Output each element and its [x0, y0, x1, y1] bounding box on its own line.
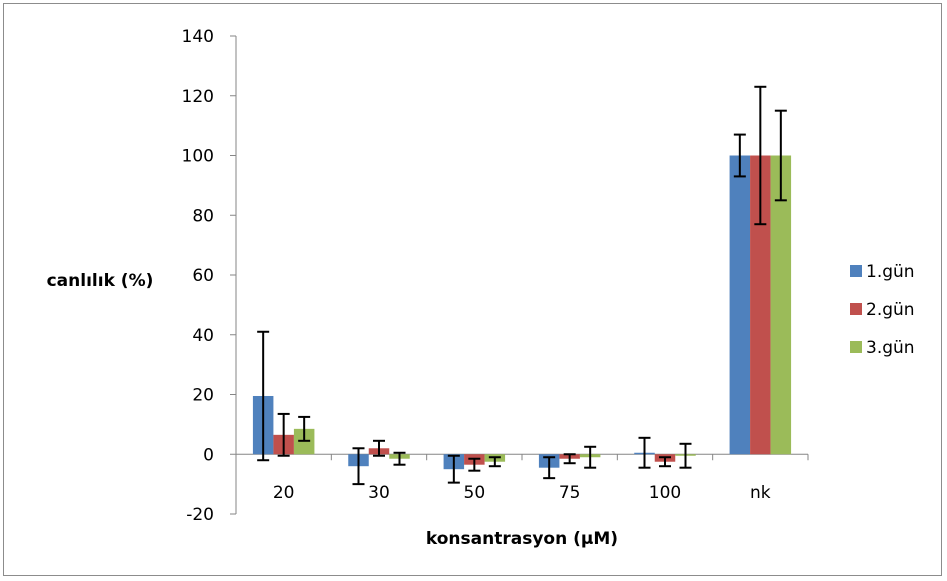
legend-swatch — [850, 303, 862, 315]
x-tick-label: 50 — [464, 483, 486, 503]
error-bar — [468, 457, 481, 472]
x-tick-label: 75 — [559, 483, 581, 503]
error-bars — [257, 85, 787, 486]
legend-label: 3.gün — [866, 338, 915, 358]
error-bar — [638, 436, 651, 469]
error-bar — [679, 442, 692, 469]
y-tick-label: 60 — [192, 266, 214, 286]
error-bar — [257, 330, 270, 462]
x-tick-label: 30 — [368, 483, 390, 503]
bar — [729, 155, 751, 455]
bar — [750, 155, 771, 455]
error-bar — [584, 445, 597, 469]
error-bar — [373, 439, 385, 457]
error-bar — [774, 109, 787, 202]
legend-label: 2.gün — [866, 300, 915, 320]
legend-swatch — [850, 341, 862, 353]
legend-swatch — [850, 265, 862, 277]
x-axis: 20 30 50 75 100 nk — [235, 453, 809, 503]
error-bar — [733, 133, 746, 178]
y-axis: -20 0 20 40 60 80 100 120 140 — [182, 27, 237, 525]
x-tick-label: nk — [750, 483, 771, 503]
y-tick-label: 20 — [192, 386, 214, 406]
error-bar — [277, 412, 290, 457]
x-tick-label: 20 — [273, 483, 295, 503]
bars — [252, 155, 792, 470]
error-bar — [447, 454, 460, 484]
y-tick-label: 0 — [203, 445, 214, 465]
error-bar — [659, 456, 671, 468]
legend-item: 3.gün — [850, 338, 915, 358]
x-tick-label: 100 — [649, 483, 681, 503]
legend-item: 2.gün — [850, 300, 915, 320]
error-bar — [754, 85, 767, 226]
y-tick-label: 100 — [182, 147, 214, 167]
error-bar — [393, 451, 406, 466]
legend-item: 1.gün — [850, 262, 915, 282]
error-bar — [563, 453, 576, 465]
y-tick-label: 140 — [182, 27, 214, 47]
x-axis-title: konsantrasyon (µM) — [426, 529, 618, 549]
legend: 1.gün 2.gün 3.gün — [850, 262, 915, 358]
y-tick-label: 40 — [192, 326, 214, 346]
error-bar — [298, 415, 311, 442]
y-tick-label: 120 — [182, 87, 214, 107]
error-bar — [488, 456, 501, 468]
y-tick-label: 80 — [192, 206, 214, 226]
bar — [770, 155, 792, 455]
error-bar — [352, 447, 365, 486]
error-bar — [543, 456, 556, 480]
y-axis-title: canlılık (%) — [47, 271, 154, 291]
legend-label: 1.gün — [866, 262, 915, 282]
y-tick-label: -20 — [186, 505, 214, 525]
